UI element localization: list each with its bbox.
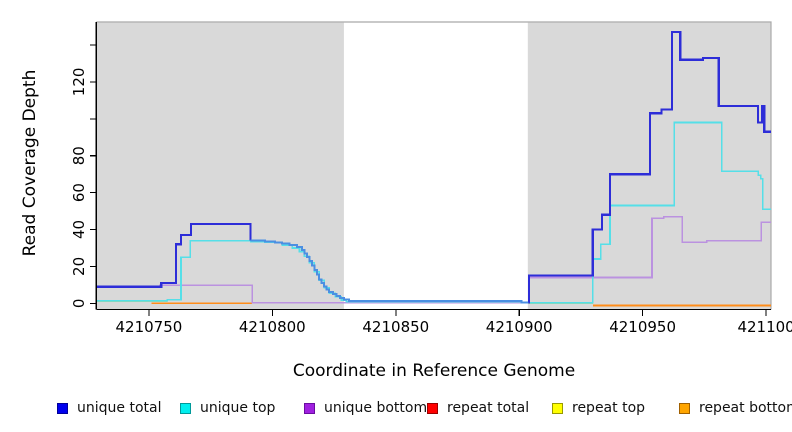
y-tick-label-60: 60 (70, 183, 88, 202)
legend-item-unique-bottom: unique bottom (304, 397, 427, 419)
legend-swatch-unique-total (57, 402, 68, 414)
x-tick-label-4210750: 4210750 (115, 318, 182, 336)
series-unique-total-line-1 (250, 239, 529, 304)
x-tick-label-4210950: 4210950 (609, 318, 676, 336)
legend-item-unique-top: unique top (180, 397, 275, 419)
plot-border (96, 21, 772, 310)
legend-swatch-repeat-bottom (679, 402, 690, 414)
legend-item-unique-total: unique total (57, 397, 161, 419)
legend-item-repeat-top: repeat top (552, 397, 645, 419)
y-tick-label-80: 80 (70, 146, 88, 165)
legend-label-repeat-bottom: repeat bottom (699, 400, 792, 416)
x-tick-label-4210800: 4210800 (239, 318, 306, 336)
series-unique-total-line-0 (96, 222, 252, 288)
legend-swatch-unique-top (180, 402, 191, 414)
legend-swatch-repeat-total (427, 402, 438, 414)
legend: unique total unique top unique bottom repea… (0, 397, 792, 421)
legend-label-unique-total: unique total (77, 400, 162, 416)
series-unique-total-line-2 (528, 31, 771, 304)
y-tick-label-0: 0 (70, 299, 88, 309)
shaded-region-0 (96, 22, 344, 310)
legend-item-repeat-total: repeat total (427, 397, 529, 419)
y-tick-label-40: 40 (70, 220, 88, 239)
x-axis-title: Coordinate in Reference Genome (292, 361, 576, 381)
legend-label-repeat-top: repeat top (572, 400, 646, 416)
legend-label-unique-bottom: unique bottom (324, 400, 428, 416)
x-tick-label-4210850: 4210850 (362, 318, 429, 336)
x-tick-label-4210900: 4210900 (486, 318, 553, 336)
y-axis-title: Read Coverage Depth (20, 69, 40, 257)
legend-item-repeat-bottom: repeat bottom (679, 397, 792, 419)
series-unique-bottom-line-0 (96, 215, 771, 304)
x-tick-label-4211000: 421100 (737, 318, 792, 336)
legend-swatch-repeat-top (552, 402, 563, 414)
y-tick-label-20: 20 (70, 257, 88, 276)
legend-label-unique-top: unique top (200, 400, 276, 416)
legend-swatch-unique-bottom (304, 402, 315, 414)
y-tick-label-120: 120 (70, 68, 88, 97)
chart-canvas: 0 20 40 60 80 120 4210750 4210800 4210850 4210900… (70, 21, 792, 336)
legend-label-repeat-total: repeat total (447, 400, 530, 416)
